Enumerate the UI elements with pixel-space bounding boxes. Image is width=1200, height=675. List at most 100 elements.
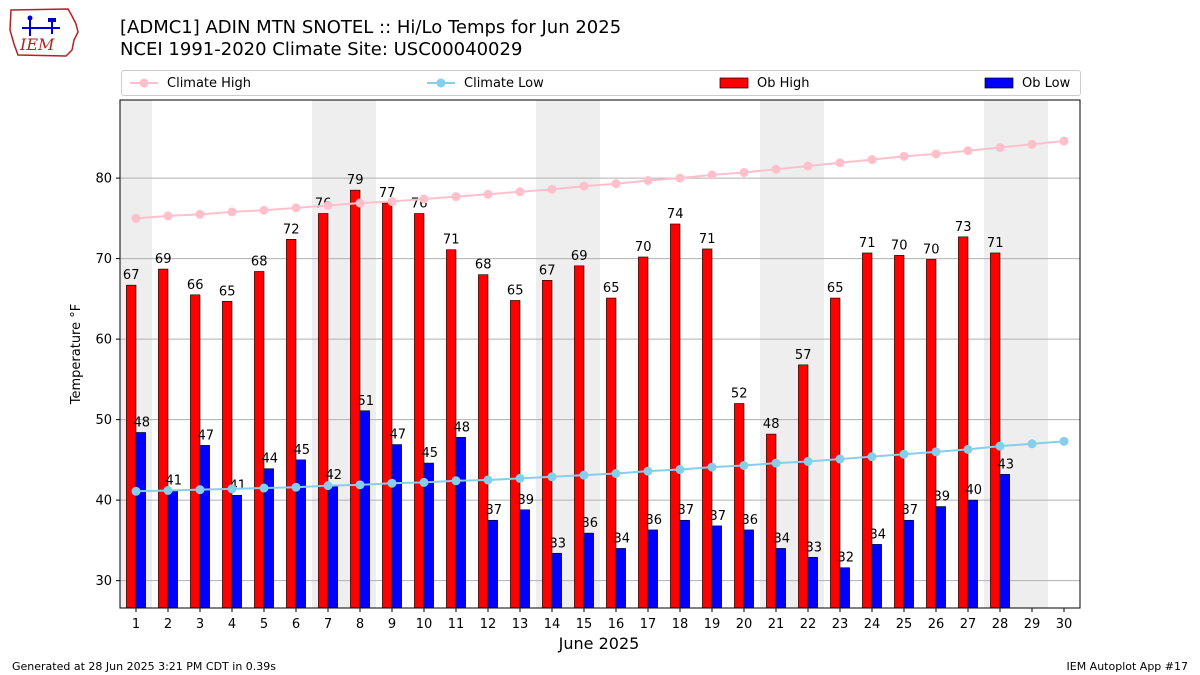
climate-low-point	[259, 483, 269, 493]
legend-label-ob-high: Ob High	[757, 75, 810, 91]
ob-low-label: 47	[198, 428, 215, 443]
ob-low-bar	[647, 529, 658, 609]
x-tick-label: 22	[800, 617, 817, 632]
ob-low-label: 48	[134, 415, 151, 430]
ob-high-label: 52	[731, 387, 748, 402]
y-tick-label: 30	[95, 574, 112, 589]
climate-low-point	[643, 466, 653, 476]
ob-high-bar	[734, 403, 745, 609]
climate-high-point	[643, 176, 653, 186]
ob-high-bar	[382, 202, 393, 609]
legend: Climate High Climate Low Ob High Ob Low	[121, 70, 1081, 96]
climate-low-point	[291, 482, 301, 492]
iowa-map-icon: IEM	[9, 8, 79, 57]
ob-low-label: 41	[166, 473, 183, 488]
x-axis-label: June 2025	[558, 634, 640, 653]
y-tick-label: 70	[95, 252, 112, 267]
climate-high-point	[739, 167, 749, 177]
ob-high-bar	[798, 364, 809, 609]
ob-low-label: 37	[710, 509, 727, 524]
ob-high-label: 65	[603, 281, 620, 296]
ob-low-label: 44	[262, 452, 279, 467]
climate-high-point	[131, 213, 141, 223]
climate-low-point	[195, 485, 205, 495]
ob-low-bar	[135, 432, 146, 609]
ob-low-label: 42	[326, 468, 343, 483]
ob-low-bar	[167, 490, 178, 609]
ob-high-bar	[638, 256, 649, 609]
ob-high-label: 65	[507, 283, 524, 298]
ob-low-bar	[615, 548, 626, 609]
y-tick-label: 40	[95, 494, 112, 509]
x-tick-label: 8	[356, 617, 364, 632]
title-line-1: [ADMC1] ADIN MTN SNOTEL :: Hi/Lo Temps f…	[120, 17, 622, 38]
ob-high-bar	[958, 236, 969, 609]
x-tick-label: 14	[544, 617, 561, 632]
climate-high-point	[227, 207, 237, 217]
ob-high-bar	[414, 213, 425, 609]
ob-high-label: 65	[827, 281, 844, 296]
climate-low-point	[323, 481, 333, 491]
ob-high-bar	[318, 213, 329, 609]
ob-low-label: 40	[966, 483, 983, 498]
climate-low-point	[579, 470, 589, 480]
ob-high-label: 67	[539, 263, 556, 278]
x-tick-label: 7	[324, 617, 332, 632]
ob-high-label: 66	[187, 278, 204, 293]
ob-low-bar	[903, 519, 914, 609]
ob-high-label: 72	[283, 222, 300, 237]
climate-low-point	[1027, 439, 1037, 449]
plot-frame	[119, 99, 1081, 609]
x-tick-label: 6	[292, 617, 300, 632]
x-tick-label: 26	[928, 617, 945, 632]
climate-low-point	[355, 480, 365, 490]
climate-low-point	[483, 475, 493, 485]
ob-low-label: 37	[902, 503, 919, 518]
legend-item-climate-high: Climate High	[129, 71, 251, 95]
ob-high-bar	[510, 300, 521, 609]
climate-high-point	[995, 142, 1005, 152]
climate-low-point	[419, 477, 429, 487]
ob-low-bar	[807, 556, 818, 609]
ob-high-label: 79	[347, 173, 364, 188]
ob-low-bar	[327, 484, 338, 609]
climate-low-point	[931, 447, 941, 457]
y-tick-label: 80	[95, 172, 112, 187]
ob-high-label: 67	[123, 268, 140, 283]
ob-high-label: 71	[699, 232, 716, 247]
legend-label-ob-low: Ob Low	[1022, 75, 1071, 91]
y-axis-label: Temperature °F	[69, 304, 84, 405]
climate-high-point	[195, 209, 205, 219]
ob-high-label: 65	[219, 284, 236, 299]
ob-low-swatch-icon	[984, 77, 1014, 89]
logo-text: IEM	[19, 35, 55, 54]
ob-low-label: 39	[518, 493, 535, 508]
climate-low-point	[387, 478, 397, 488]
climate-high-point	[611, 179, 621, 189]
x-tick-label: 15	[576, 617, 593, 632]
climate-high-point	[515, 187, 525, 197]
ob-low-bar	[743, 529, 754, 609]
y-tick-label: 50	[95, 413, 112, 428]
climate-high-point	[547, 184, 557, 194]
ob-low-label: 33	[550, 536, 567, 551]
ob-low-label: 34	[774, 531, 791, 546]
ob-high-bar	[126, 284, 137, 609]
ob-low-label: 43	[998, 457, 1015, 472]
ob-high-bar	[926, 259, 937, 609]
chart-title: [ADMC1] ADIN MTN SNOTEL :: Hi/Lo Temps f…	[120, 17, 621, 61]
iem-logo: IEM	[8, 6, 82, 58]
ob-high-label: 70	[635, 240, 652, 255]
ob-low-bar	[583, 532, 594, 609]
climate-high-point	[451, 192, 461, 202]
x-tick-label: 29	[1024, 617, 1041, 632]
climate-low-point	[803, 456, 813, 466]
ob-high-bar	[670, 223, 681, 609]
ob-low-bar	[295, 459, 306, 609]
x-tick-label: 27	[960, 617, 977, 632]
ob-low-label: 39	[934, 490, 951, 505]
climate-high-point	[899, 151, 909, 161]
ob-low-bar	[391, 444, 402, 609]
ob-high-label: 68	[475, 258, 492, 273]
